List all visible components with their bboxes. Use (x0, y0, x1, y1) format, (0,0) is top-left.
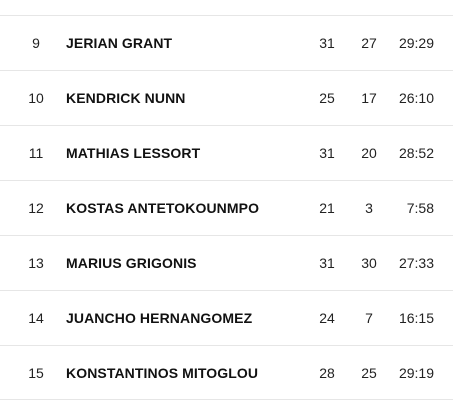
minutes-played: 29:29 (398, 35, 434, 51)
player-name[interactable]: JUANCHO HERNANGOMEZ (66, 310, 253, 326)
stat-value-2: 7 (365, 310, 373, 326)
player-number: 12 (28, 200, 44, 216)
minutes-played: 16:15 (398, 310, 434, 326)
player-name[interactable]: KENDRICK NUNN (66, 90, 186, 106)
stat-value-2: 27 (361, 35, 377, 51)
minutes-played: 7:58 (406, 200, 434, 216)
player-number: 10 (28, 90, 44, 106)
stat-value-2: 30 (361, 255, 377, 271)
stat-value-1: 24 (319, 310, 335, 326)
player-name[interactable]: JERIAN GRANT (66, 35, 173, 51)
stat-value-1: 28 (319, 365, 335, 381)
player-name[interactable]: MARIUS GRIGONIS (66, 255, 197, 271)
player-number: 11 (28, 145, 44, 161)
minutes-played: 29:19 (398, 365, 434, 381)
player-number: 9 (32, 35, 40, 51)
stat-value-2: 20 (361, 145, 377, 161)
player-row[interactable]: 12 KOSTAS ANTETOKOUNMPO 21 3 7:58 (0, 180, 453, 235)
minutes-played: 28:52 (398, 145, 434, 161)
stat-value-1: 25 (319, 90, 335, 106)
minutes-played: 26:10 (398, 90, 434, 106)
player-number: 13 (28, 255, 44, 271)
stat-value-1: 31 (319, 255, 335, 271)
stat-value-2: 3 (365, 200, 373, 216)
stat-value-1: 21 (319, 200, 335, 216)
stat-value-1: 31 (319, 145, 335, 161)
stat-value-1: 31 (319, 35, 335, 51)
stat-value-2: 25 (361, 365, 377, 381)
player-row[interactable]: 10 KENDRICK NUNN 25 17 26:10 (0, 70, 453, 125)
player-name[interactable]: KOSTAS ANTETOKOUNMPO (66, 200, 260, 216)
player-name[interactable]: KONSTANTINOS MITOGLOU (66, 365, 259, 381)
player-number: 14 (28, 310, 44, 326)
player-row[interactable]: 11 MATHIAS LESSORT 31 20 28:52 (0, 125, 453, 180)
player-row[interactable]: 13 MARIUS GRIGONIS 31 30 27:33 (0, 235, 453, 290)
player-row[interactable]: 9 JERIAN GRANT 31 27 29:29 (0, 15, 453, 70)
stat-value-2: 17 (361, 90, 377, 106)
player-name[interactable]: MATHIAS LESSORT (66, 145, 201, 161)
player-row[interactable]: 14 JUANCHO HERNANGOMEZ 24 7 16:15 (0, 290, 453, 345)
player-row[interactable]: 15 KONSTANTINOS MITOGLOU 28 25 29:19 (0, 345, 453, 400)
minutes-played: 27:33 (398, 255, 434, 271)
player-number: 15 (28, 365, 44, 381)
